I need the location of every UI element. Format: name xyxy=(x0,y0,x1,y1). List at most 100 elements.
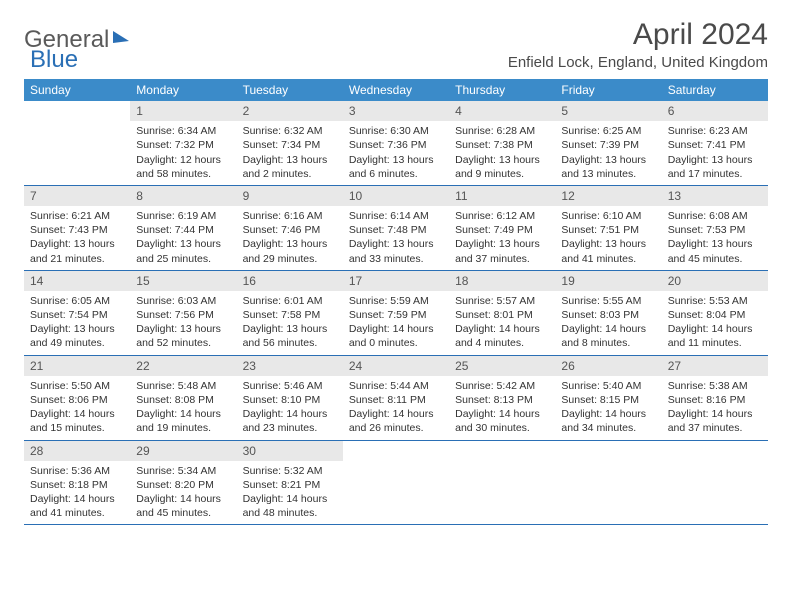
calendar-day-cell: 30Sunrise: 5:32 AMSunset: 8:21 PMDayligh… xyxy=(237,440,343,525)
day-detail-line: Sunrise: 6:21 AM xyxy=(30,209,124,223)
day-detail-line: Sunrise: 5:38 AM xyxy=(668,379,762,393)
day-details: Sunrise: 5:44 AMSunset: 8:11 PMDaylight:… xyxy=(343,376,449,440)
day-detail-line: Sunset: 8:15 PM xyxy=(561,393,655,407)
day-details: Sunrise: 5:48 AMSunset: 8:08 PMDaylight:… xyxy=(130,376,236,440)
day-detail-line: Daylight: 13 hours xyxy=(30,237,124,251)
location-text: Enfield Lock, England, United Kingdom xyxy=(508,54,768,71)
day-detail-line: Sunrise: 6:32 AM xyxy=(243,124,337,138)
day-detail-line: and 2 minutes. xyxy=(243,167,337,181)
day-detail-line: Sunrise: 6:12 AM xyxy=(455,209,549,223)
day-detail-line: and 37 minutes. xyxy=(455,252,549,266)
day-detail-line: Sunrise: 5:32 AM xyxy=(243,464,337,478)
day-detail-line: Daylight: 14 hours xyxy=(30,492,124,506)
day-number: 4 xyxy=(449,101,555,121)
day-number: 11 xyxy=(449,186,555,206)
calendar-day-cell: 24Sunrise: 5:44 AMSunset: 8:11 PMDayligh… xyxy=(343,355,449,440)
day-detail-line: Sunset: 8:01 PM xyxy=(455,308,549,322)
day-detail-line: Daylight: 14 hours xyxy=(30,407,124,421)
day-detail-line: Sunset: 8:06 PM xyxy=(30,393,124,407)
day-detail-line: and 41 minutes. xyxy=(561,252,655,266)
day-detail-line: Sunset: 7:43 PM xyxy=(30,223,124,237)
day-detail-line: Daylight: 13 hours xyxy=(561,153,655,167)
day-details: Sunrise: 6:05 AMSunset: 7:54 PMDaylight:… xyxy=(24,291,130,355)
day-detail-line: Daylight: 14 hours xyxy=(668,322,762,336)
calendar-day-cell: 15Sunrise: 6:03 AMSunset: 7:56 PMDayligh… xyxy=(130,270,236,355)
day-header: Monday xyxy=(130,79,236,101)
day-details: Sunrise: 6:30 AMSunset: 7:36 PMDaylight:… xyxy=(343,121,449,185)
day-detail-line: Sunrise: 6:34 AM xyxy=(136,124,230,138)
day-number: 16 xyxy=(237,271,343,291)
day-detail-line: Sunrise: 5:44 AM xyxy=(349,379,443,393)
day-detail-line: Sunrise: 6:28 AM xyxy=(455,124,549,138)
day-detail-line: Sunset: 7:46 PM xyxy=(243,223,337,237)
day-detail-line: and 8 minutes. xyxy=(561,336,655,350)
day-detail-line: Daylight: 13 hours xyxy=(349,153,443,167)
day-detail-line: and 11 minutes. xyxy=(668,336,762,350)
day-number: 30 xyxy=(237,441,343,461)
calendar-week-row: 28Sunrise: 5:36 AMSunset: 8:18 PMDayligh… xyxy=(24,440,768,525)
day-detail-line: and 23 minutes. xyxy=(243,421,337,435)
day-header: Wednesday xyxy=(343,79,449,101)
day-detail-line: Daylight: 14 hours xyxy=(349,407,443,421)
day-detail-line: Daylight: 13 hours xyxy=(243,322,337,336)
logo-blue-row: Blue xyxy=(30,46,78,74)
day-detail-line: Sunset: 8:21 PM xyxy=(243,478,337,492)
day-detail-line: and 41 minutes. xyxy=(30,506,124,520)
day-detail-line: and 25 minutes. xyxy=(136,252,230,266)
day-details: Sunrise: 6:23 AMSunset: 7:41 PMDaylight:… xyxy=(662,121,768,185)
day-detail-line: Daylight: 14 hours xyxy=(243,407,337,421)
day-details: Sunrise: 6:12 AMSunset: 7:49 PMDaylight:… xyxy=(449,206,555,270)
calendar-day-cell: 10Sunrise: 6:14 AMSunset: 7:48 PMDayligh… xyxy=(343,185,449,270)
day-detail-line: Sunrise: 5:40 AM xyxy=(561,379,655,393)
day-detail-line: Sunrise: 5:48 AM xyxy=(136,379,230,393)
day-details: Sunrise: 6:14 AMSunset: 7:48 PMDaylight:… xyxy=(343,206,449,270)
calendar-day-cell: 18Sunrise: 5:57 AMSunset: 8:01 PMDayligh… xyxy=(449,270,555,355)
day-detail-line: Sunrise: 5:55 AM xyxy=(561,294,655,308)
day-detail-line: Sunrise: 5:36 AM xyxy=(30,464,124,478)
day-details: Sunrise: 5:50 AMSunset: 8:06 PMDaylight:… xyxy=(24,376,130,440)
header: General April 2024 Enfield Lock, England… xyxy=(24,18,768,71)
day-detail-line: and 45 minutes. xyxy=(136,506,230,520)
month-title: April 2024 xyxy=(508,18,768,52)
day-details: Sunrise: 5:36 AMSunset: 8:18 PMDaylight:… xyxy=(24,461,130,525)
calendar-day-cell: 3Sunrise: 6:30 AMSunset: 7:36 PMDaylight… xyxy=(343,101,449,185)
day-detail-line: Sunset: 8:18 PM xyxy=(30,478,124,492)
day-detail-line: Sunrise: 5:42 AM xyxy=(455,379,549,393)
calendar-week-row: 1Sunrise: 6:34 AMSunset: 7:32 PMDaylight… xyxy=(24,101,768,185)
day-number: 13 xyxy=(662,186,768,206)
day-detail-line: Sunrise: 6:08 AM xyxy=(668,209,762,223)
day-detail-line: Sunset: 8:08 PM xyxy=(136,393,230,407)
day-detail-line: and 15 minutes. xyxy=(30,421,124,435)
calendar-day-cell xyxy=(343,440,449,525)
day-number: 6 xyxy=(662,101,768,121)
day-header: Friday xyxy=(555,79,661,101)
calendar-day-cell: 19Sunrise: 5:55 AMSunset: 8:03 PMDayligh… xyxy=(555,270,661,355)
calendar-day-cell: 8Sunrise: 6:19 AMSunset: 7:44 PMDaylight… xyxy=(130,185,236,270)
calendar-day-cell: 13Sunrise: 6:08 AMSunset: 7:53 PMDayligh… xyxy=(662,185,768,270)
calendar-day-cell: 4 Sunrise: 6:28 AMSunset: 7:38 PMDaylight… xyxy=(449,101,555,185)
day-detail-line: Sunrise: 6:05 AM xyxy=(30,294,124,308)
day-detail-line: and 30 minutes. xyxy=(455,421,549,435)
day-details: Sunrise: 6:01 AMSunset: 7:58 PMDaylight:… xyxy=(237,291,343,355)
calendar-day-cell: 6Sunrise: 6:23 AMSunset: 7:41 PMDaylight… xyxy=(662,101,768,185)
day-details: Sunrise: 5:40 AMSunset: 8:15 PMDaylight:… xyxy=(555,376,661,440)
calendar-day-cell: 23Sunrise: 5:46 AMSunset: 8:10 PMDayligh… xyxy=(237,355,343,440)
day-detail-line: Sunrise: 6:01 AM xyxy=(243,294,337,308)
day-detail-line: Daylight: 13 hours xyxy=(455,153,549,167)
day-header: Sunday xyxy=(24,79,130,101)
day-detail-line: Sunrise: 6:23 AM xyxy=(668,124,762,138)
day-number: 9 xyxy=(237,186,343,206)
day-number: 24 xyxy=(343,356,449,376)
calendar-day-cell: 16Sunrise: 6:01 AMSunset: 7:58 PMDayligh… xyxy=(237,270,343,355)
day-details: Sunrise: 6:16 AMSunset: 7:46 PMDaylight:… xyxy=(237,206,343,270)
day-number: 10 xyxy=(343,186,449,206)
day-detail-line: Sunset: 8:03 PM xyxy=(561,308,655,322)
day-detail-line: Daylight: 14 hours xyxy=(455,407,549,421)
day-number: 18 xyxy=(449,271,555,291)
day-details: Sunrise: 5:32 AMSunset: 8:21 PMDaylight:… xyxy=(237,461,343,525)
day-detail-line: Sunrise: 5:34 AM xyxy=(136,464,230,478)
day-detail-line: Sunset: 7:38 PM xyxy=(455,138,549,152)
day-detail-line: Sunrise: 5:46 AM xyxy=(243,379,337,393)
day-detail-line: and 26 minutes. xyxy=(349,421,443,435)
calendar-day-cell: 12Sunrise: 6:10 AMSunset: 7:51 PMDayligh… xyxy=(555,185,661,270)
